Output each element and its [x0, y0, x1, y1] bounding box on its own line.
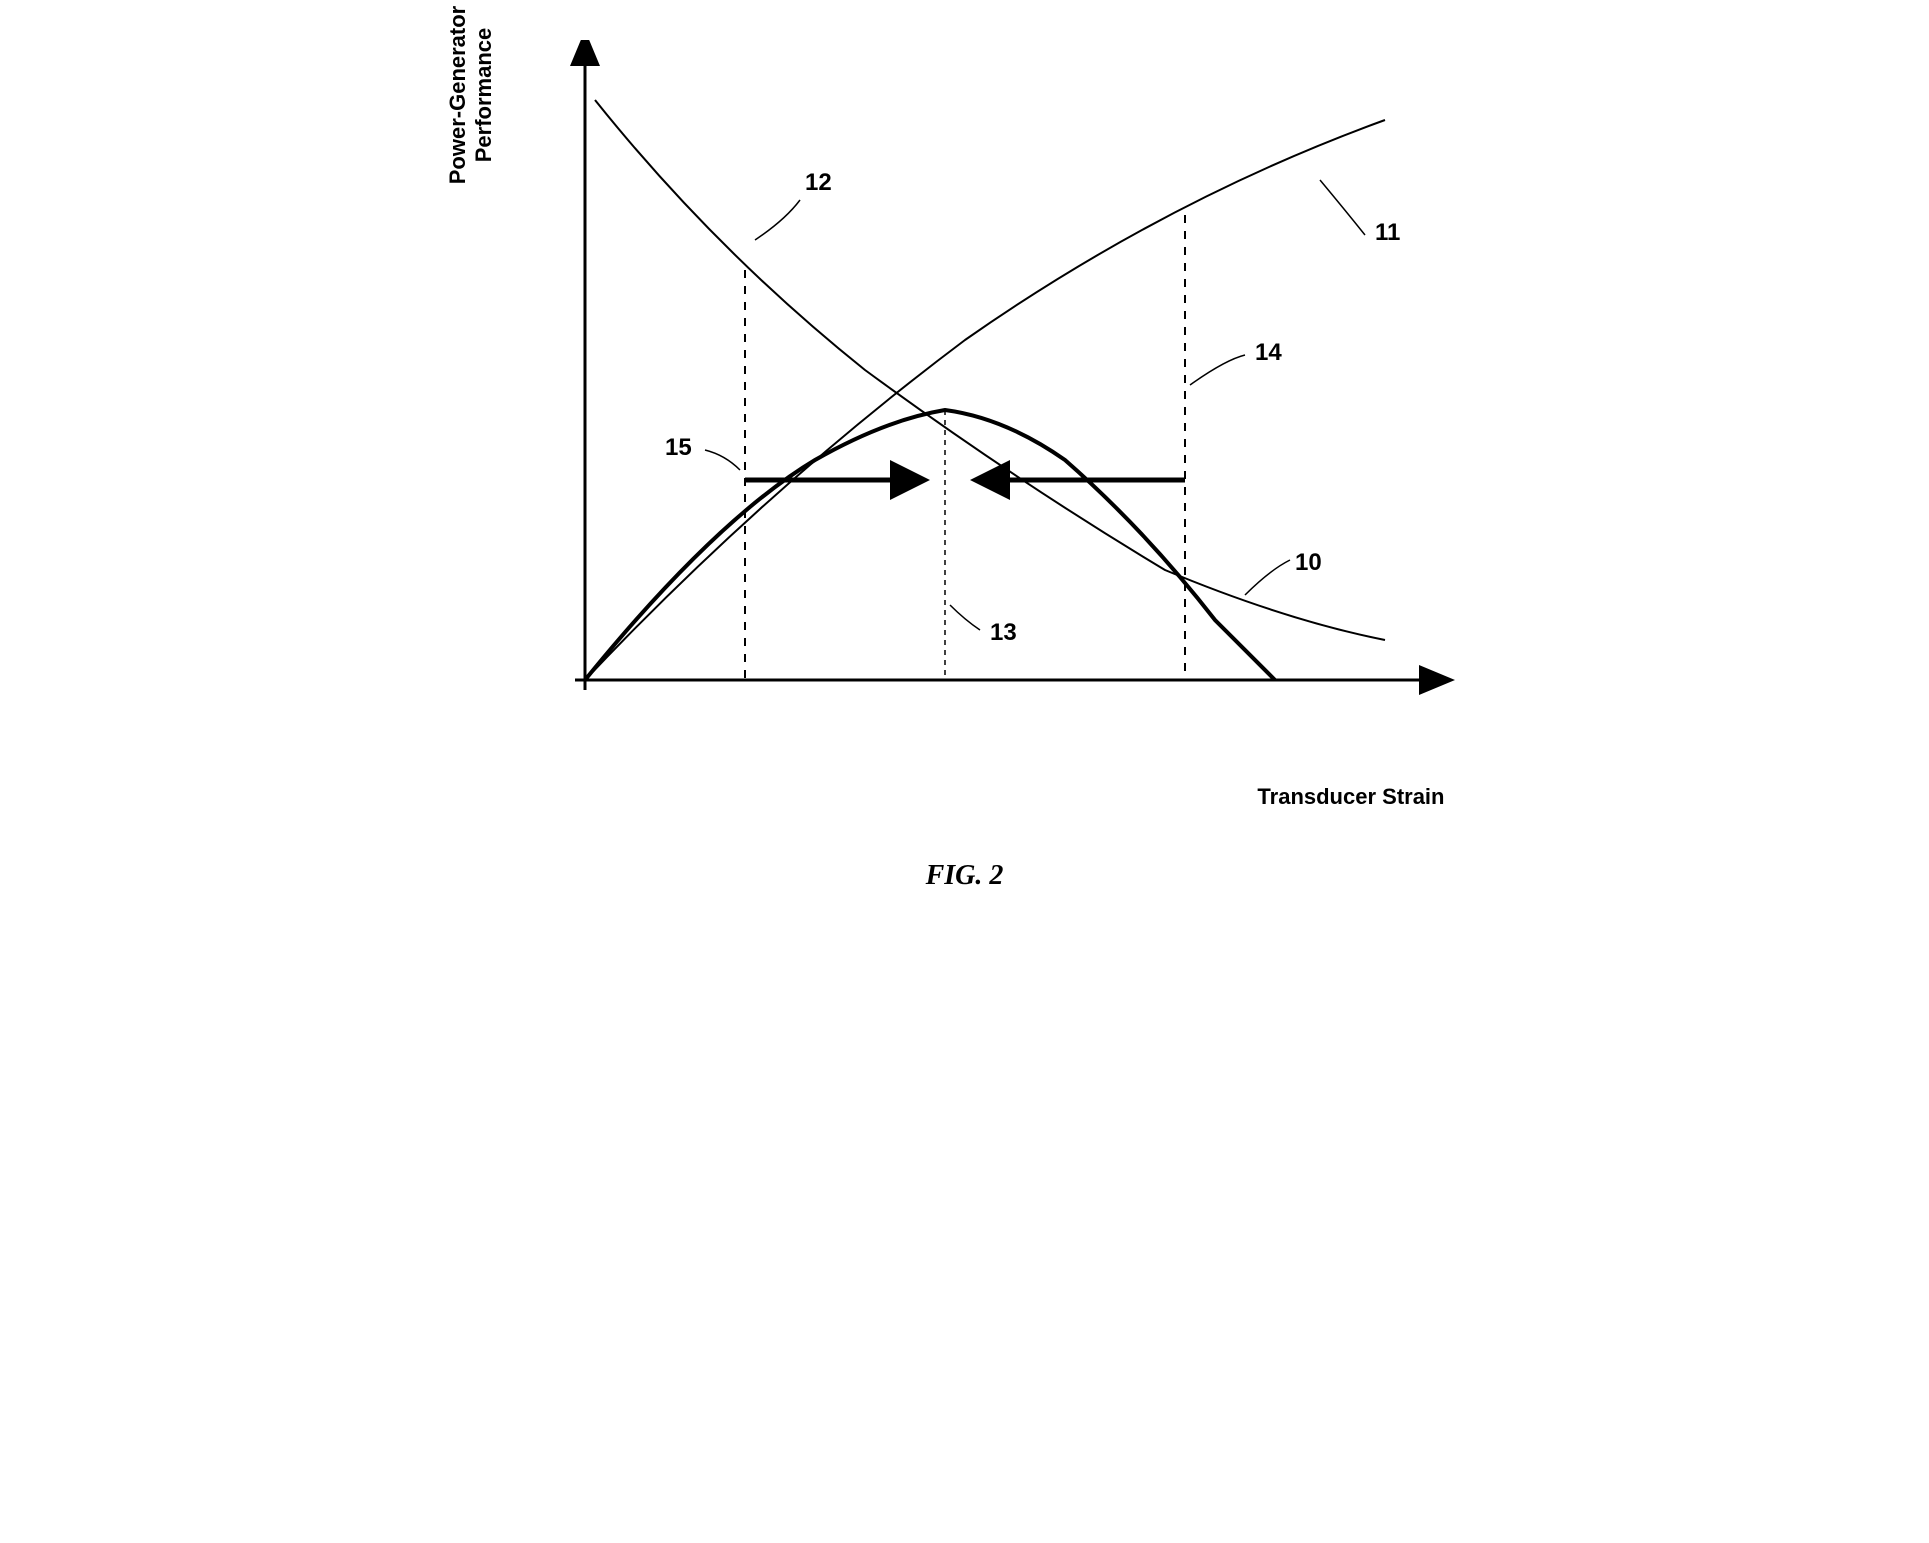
- chart-container: Power-Generator Performance: [465, 40, 1465, 840]
- figure-caption: FIG. 2: [40, 860, 1889, 892]
- label-10: 10: [1295, 549, 1322, 576]
- label-11: 11: [1375, 219, 1400, 246]
- curve-11: [585, 120, 1385, 680]
- label-14: 14: [1255, 339, 1282, 366]
- leader-10: [1245, 560, 1290, 595]
- x-axis-label: Transducer Strain: [1257, 784, 1444, 810]
- y-label-line1: Power-Generator: [445, 6, 470, 185]
- label-15: 15: [665, 434, 692, 461]
- label-13: 13: [990, 619, 1017, 646]
- curve-12: [595, 100, 1385, 640]
- y-label-line2: Performance: [471, 28, 496, 163]
- leader-14: [1190, 355, 1245, 385]
- leader-11: [1320, 180, 1365, 235]
- leader-13: [950, 605, 980, 630]
- label-12: 12: [805, 169, 832, 196]
- leader-15: [705, 450, 740, 470]
- leader-12: [755, 200, 800, 240]
- chart-svg: 12 11 10 13 14 15: [465, 40, 1465, 740]
- y-axis-label: Power-Generator Performance: [445, 0, 497, 220]
